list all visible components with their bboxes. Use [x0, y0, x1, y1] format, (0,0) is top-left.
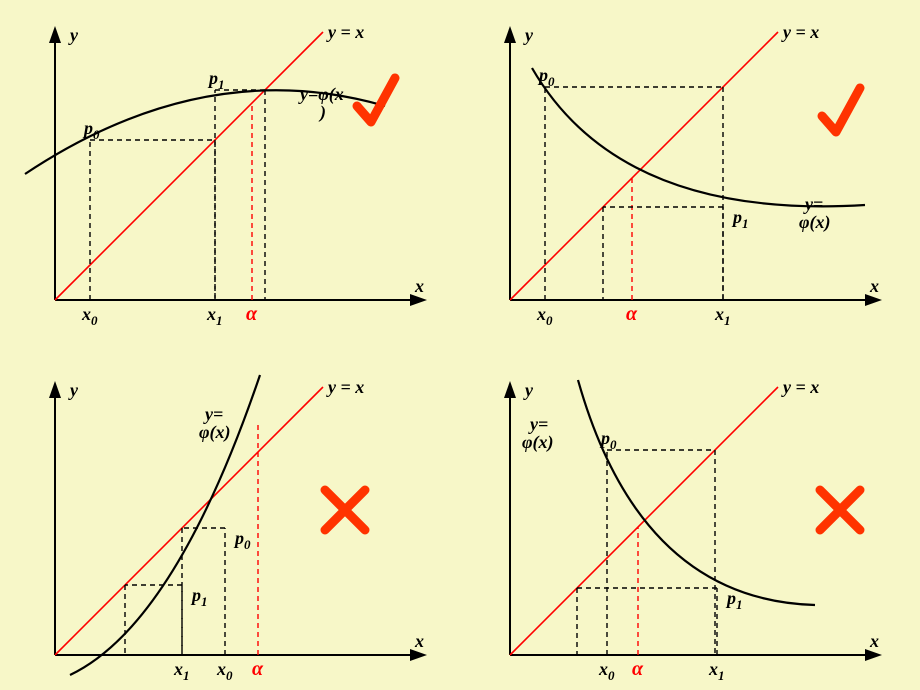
y-axis-arrow — [504, 26, 516, 43]
alpha-label: α — [632, 658, 644, 680]
xtick-1: x1 — [714, 304, 731, 328]
y-axis-arrow — [504, 381, 516, 398]
curve-phi-label: y=φ(x) — [522, 414, 554, 453]
xtick-0: x0 — [81, 304, 98, 328]
y-axis-arrow — [49, 26, 61, 43]
y-axis-label: y — [523, 25, 534, 45]
point-label-p1: p1 — [731, 207, 749, 231]
alpha-label: α — [626, 303, 638, 325]
xtick-1: x1 — [206, 304, 223, 328]
point-label-p1: p1 — [190, 585, 208, 609]
curve-phi — [70, 375, 260, 675]
y-axis-label: y — [68, 380, 79, 400]
curve-phi-label: y=φ(x) — [298, 84, 344, 123]
curve-phi — [532, 68, 865, 206]
xtick-1: x1 — [708, 659, 725, 683]
alpha-label: α — [246, 303, 258, 325]
xtick-0: x0 — [536, 304, 553, 328]
line-y-equals-x — [55, 387, 323, 655]
line-y-equals-x-label: y = x — [326, 22, 364, 42]
point-label-p1: p1 — [207, 68, 225, 92]
x-axis-label: x — [869, 276, 879, 296]
line-y-equals-x-label: y = x — [326, 377, 364, 397]
panel-bl: x y y = x α p0 p1 x0 x1 y=φ(x) — [49, 375, 427, 683]
alpha-label: α — [252, 658, 264, 680]
x-axis-label: x — [414, 631, 424, 651]
line-y-equals-x — [55, 32, 323, 300]
x-axis-label: x — [869, 631, 879, 651]
xtick-0: x0 — [598, 659, 615, 683]
cross-icon — [820, 490, 860, 530]
line-y-equals-x-label: y = x — [781, 22, 819, 42]
panel-tl: xyy = xαp0p1x0x1y=φ(x) — [25, 22, 427, 328]
line-y-equals-x — [510, 32, 778, 300]
curve-phi-label: y=φ(x) — [199, 404, 231, 443]
cross-icon — [325, 490, 365, 530]
panel-tr: x y y = x α p0 p1 x0 x1 y=φ(x) — [504, 22, 882, 328]
point-label-p0: p0 — [233, 528, 251, 552]
y-axis-label: y — [68, 25, 79, 45]
xtick-1: x1 — [173, 659, 190, 683]
curve-phi-label: y=φ(x) — [799, 194, 831, 233]
line-y-equals-x-label: y = x — [781, 377, 819, 397]
check-icon — [822, 88, 860, 132]
curve-phi — [578, 380, 815, 605]
x-axis-label: x — [414, 276, 424, 296]
y-axis-arrow — [49, 381, 61, 398]
figure-canvas: x y y = x α p0 p1 x0 x1 y=φ(x) x y y = x α p0 p1 x0 x1 y=… — [0, 0, 920, 690]
point-label-p0: p0 — [537, 65, 555, 89]
panel-br: xyy = xαp0p1x0x1y=φ(x) — [504, 377, 882, 683]
xtick-0: x0 — [216, 659, 233, 683]
y-axis-label: y — [523, 380, 534, 400]
